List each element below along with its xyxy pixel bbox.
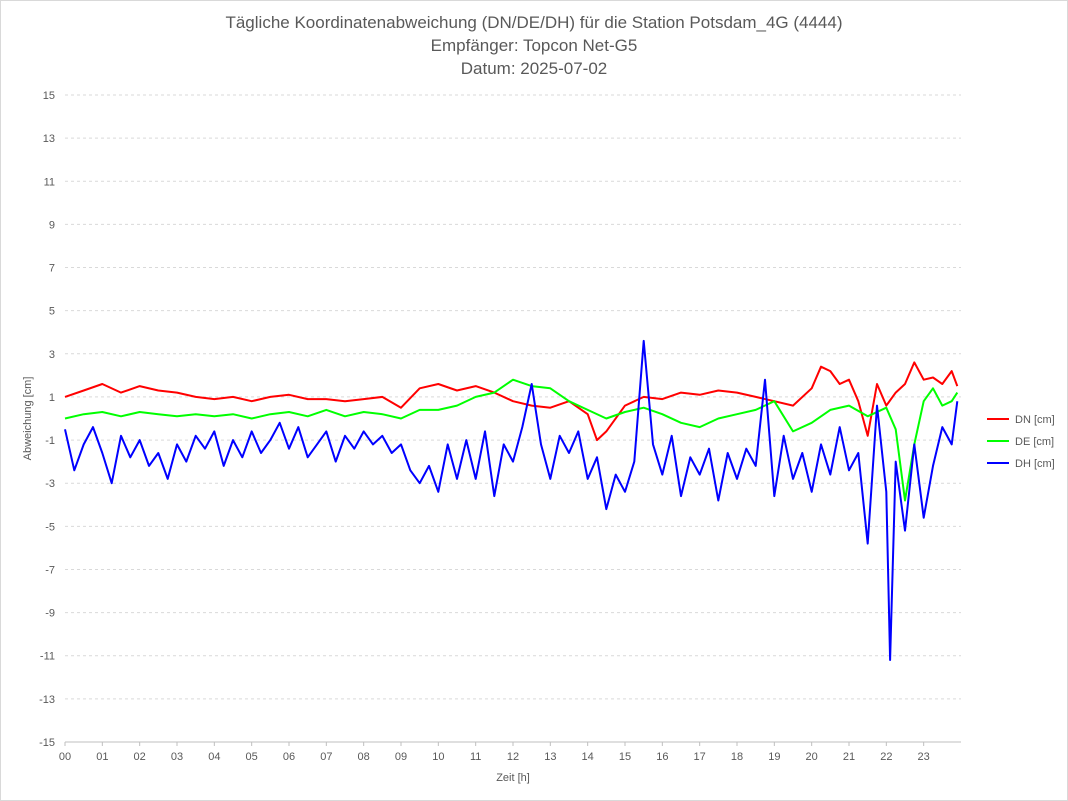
y-tick-label: -15 xyxy=(39,737,55,749)
y-tick-label: -1 xyxy=(45,435,55,447)
y-tick-label: -3 xyxy=(45,478,55,490)
series-line-dh xyxy=(64,339,959,661)
y-tick-label: 7 xyxy=(49,263,55,275)
gridlines xyxy=(65,94,961,743)
x-tick-label: 22 xyxy=(880,751,892,763)
y-tick-label: -13 xyxy=(39,694,55,706)
series-line-de xyxy=(64,378,959,502)
legend-label: DN [cm] xyxy=(1015,414,1055,426)
y-tick-label: -5 xyxy=(45,521,55,533)
x-tick-label: 15 xyxy=(619,751,631,763)
x-tick-label: 03 xyxy=(171,751,183,763)
y-tick-label: -11 xyxy=(40,651,55,663)
x-tick-label: 14 xyxy=(582,751,594,763)
y-tick-label: 9 xyxy=(49,219,55,231)
x-tick-label: 07 xyxy=(320,751,332,763)
series-line-dn xyxy=(64,361,959,442)
x-tick-label: 08 xyxy=(358,751,370,763)
x-tick-label: 04 xyxy=(208,751,220,763)
chart-subtitle-receiver: Empfänger: Topcon Net-G5 xyxy=(430,36,638,55)
x-axis-title: Zeit [h] xyxy=(496,772,530,784)
x-tick-label: 21 xyxy=(843,751,855,763)
x-tick-label: 23 xyxy=(918,751,930,763)
x-tick-label: 16 xyxy=(656,751,668,763)
y-tick-label: 5 xyxy=(49,306,55,318)
x-tick-label: 10 xyxy=(432,751,444,763)
y-axis-ticks: 15 13 11 9 7 5 3 1 -1 -3 -5 -7 -9 -11 -13 -15 xyxy=(39,90,55,749)
x-tick-label: 13 xyxy=(544,751,556,763)
x-tick-label: 19 xyxy=(768,751,780,763)
x-tick-label: 01 xyxy=(96,751,108,763)
legend-label: DE [cm] xyxy=(1015,436,1054,448)
y-tick-label: 3 xyxy=(49,349,55,361)
x-tick-label: 06 xyxy=(283,751,295,763)
x-tick-label: 18 xyxy=(731,751,743,763)
y-axis-title: Abweichung [cm] xyxy=(22,377,34,461)
x-tick-label: 17 xyxy=(694,751,706,763)
legend-label: DH [cm] xyxy=(1015,458,1055,470)
y-tick-label: -9 xyxy=(45,608,55,620)
chart-title: Tägliche Koordinatenabweichung (DN/DE/DH… xyxy=(225,13,843,32)
x-tick-label: 12 xyxy=(507,751,519,763)
x-axis-ticks: 00 01 02 03 04 05 06 07 08 09 10 11 12 13 14 15 16 17 18 19… xyxy=(59,742,930,763)
series-lines xyxy=(64,339,959,661)
chart-subtitle-date: Datum: 2025-07-02 xyxy=(460,59,608,78)
x-tick-label: 20 xyxy=(806,751,818,763)
legend: DN [cm] DE [cm] DH [cm] xyxy=(987,414,1055,470)
y-tick-label: -7 xyxy=(45,564,55,576)
x-tick-label: 05 xyxy=(246,751,258,763)
y-tick-label: 15 xyxy=(43,90,55,102)
x-tick-label: 11 xyxy=(470,751,481,763)
y-tick-label: 11 xyxy=(44,176,55,188)
y-tick-label: 1 xyxy=(49,392,55,404)
y-tick-label: 13 xyxy=(43,133,55,145)
x-tick-label: 02 xyxy=(134,751,146,763)
x-tick-label: 09 xyxy=(395,751,407,763)
x-tick-label: 00 xyxy=(59,751,71,763)
